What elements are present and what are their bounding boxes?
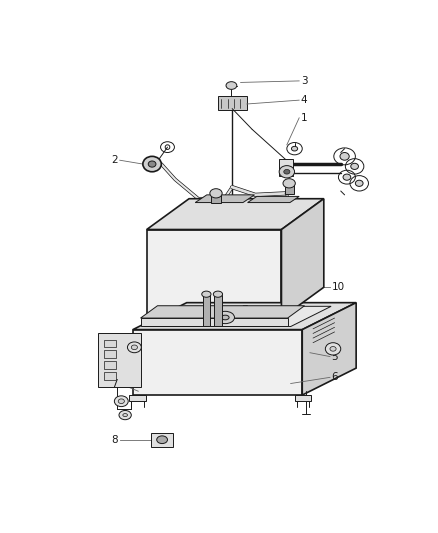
Polygon shape: [98, 334, 141, 387]
Ellipse shape: [351, 163, 358, 169]
Ellipse shape: [279, 166, 294, 178]
Ellipse shape: [127, 342, 141, 353]
Bar: [104, 372, 116, 379]
Bar: [104, 361, 116, 369]
Polygon shape: [147, 230, 282, 318]
Ellipse shape: [284, 169, 290, 174]
Polygon shape: [133, 329, 302, 395]
Ellipse shape: [340, 152, 349, 160]
Text: 4: 4: [301, 95, 307, 105]
Bar: [285, 183, 294, 194]
Ellipse shape: [213, 291, 223, 297]
Text: 3: 3: [301, 76, 307, 86]
Ellipse shape: [202, 291, 211, 297]
Bar: [212, 193, 221, 203]
Polygon shape: [282, 199, 324, 318]
Ellipse shape: [283, 179, 295, 188]
Text: 1: 1: [301, 113, 307, 123]
Bar: [129, 395, 146, 401]
Text: 7: 7: [111, 378, 118, 389]
Ellipse shape: [114, 396, 128, 407]
Ellipse shape: [343, 174, 351, 180]
Ellipse shape: [291, 147, 298, 151]
Ellipse shape: [226, 82, 237, 90]
Text: 6: 6: [332, 373, 338, 382]
Ellipse shape: [355, 180, 363, 187]
Text: 5: 5: [332, 352, 338, 361]
Polygon shape: [247, 196, 299, 203]
Ellipse shape: [123, 414, 127, 417]
Bar: [294, 395, 311, 401]
Ellipse shape: [131, 345, 138, 350]
Ellipse shape: [325, 343, 341, 355]
Polygon shape: [302, 303, 356, 395]
Ellipse shape: [148, 161, 156, 167]
Polygon shape: [147, 199, 324, 230]
Polygon shape: [141, 306, 304, 318]
Bar: [104, 350, 116, 358]
Polygon shape: [195, 195, 254, 203]
Text: 8: 8: [111, 435, 118, 445]
Bar: [214, 295, 222, 326]
Ellipse shape: [118, 399, 124, 403]
Polygon shape: [145, 306, 331, 327]
Polygon shape: [133, 303, 356, 329]
Text: 2: 2: [111, 155, 118, 165]
Bar: [202, 295, 210, 326]
Text: 7: 7: [240, 305, 247, 316]
Bar: [151, 433, 173, 447]
Ellipse shape: [157, 436, 167, 443]
Bar: [218, 96, 247, 110]
Ellipse shape: [330, 346, 336, 351]
Bar: [279, 159, 293, 175]
Polygon shape: [141, 318, 288, 326]
Ellipse shape: [216, 311, 234, 324]
Text: 10: 10: [332, 282, 345, 292]
Ellipse shape: [210, 189, 222, 198]
Ellipse shape: [119, 410, 131, 419]
Bar: [104, 340, 116, 348]
Ellipse shape: [143, 156, 161, 172]
Ellipse shape: [221, 315, 229, 320]
